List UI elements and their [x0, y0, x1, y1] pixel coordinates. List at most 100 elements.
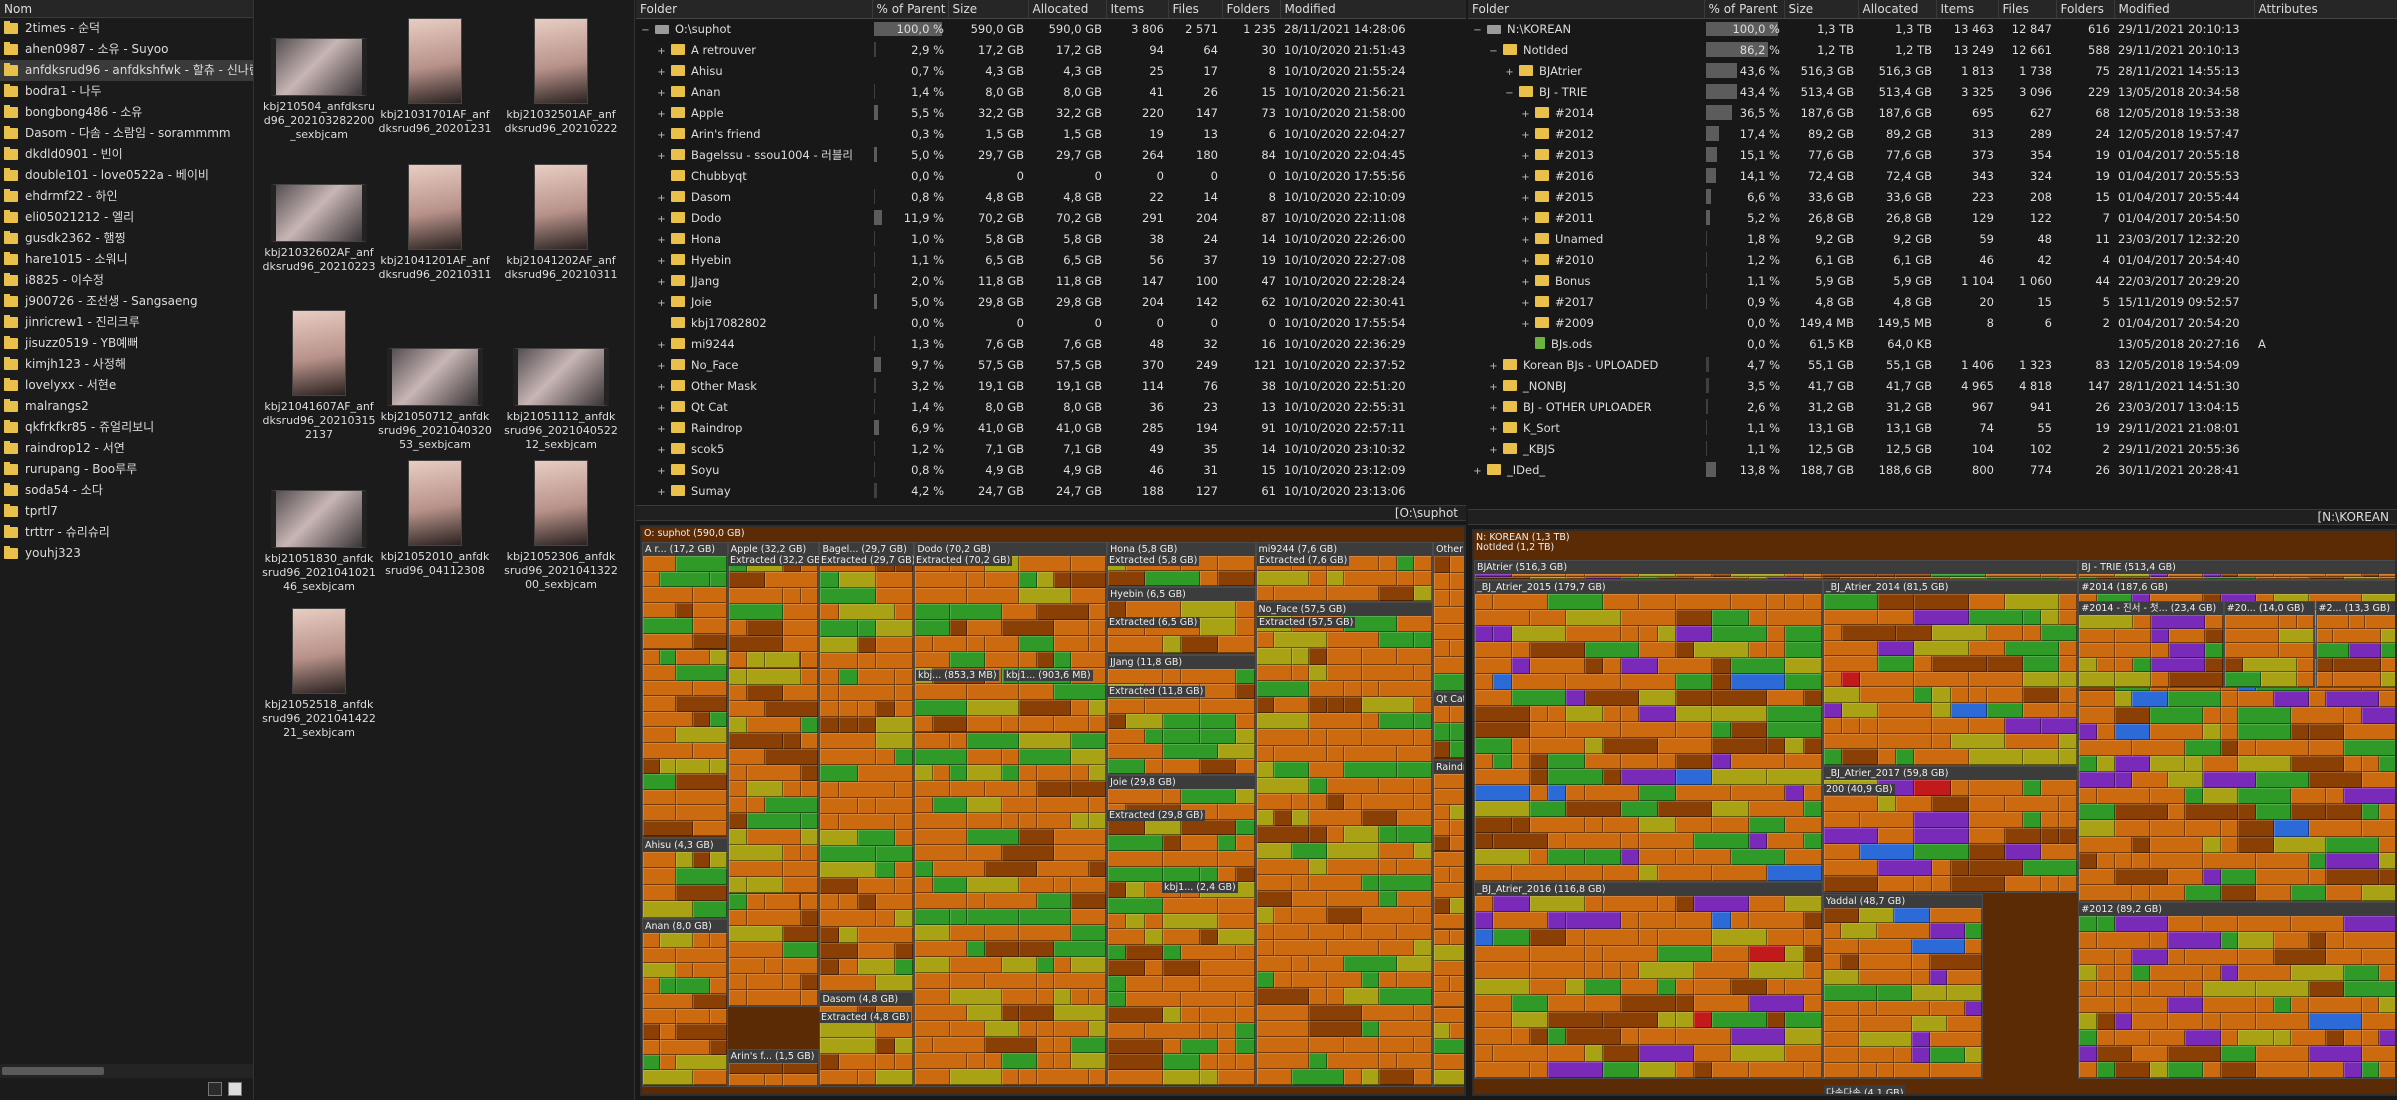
thumbnail[interactable]: kbj21050712_anfdksrud96_202104032053_sex… — [375, 348, 495, 452]
treemap-block[interactable]: Qt Cat — [1433, 692, 1464, 760]
tree-row[interactable]: + #2009 0,0 % 149,4 MB 149,5 MB 8 6 2 01/04/2017… — [1468, 312, 2397, 333]
folder-item[interactable]: eli05021212 - 엘리 — [0, 207, 253, 228]
tree-row[interactable]: + _IDed_ 13,8 % 188,7 GB 188,6 GB 800 774 26 30/… — [1468, 459, 2397, 480]
folder-item[interactable]: tprtl7 — [0, 501, 253, 522]
folder-item[interactable]: youhj323 — [0, 543, 253, 564]
thumbnail[interactable]: kbj21031701AF_anfdksrud96_20201231 — [375, 18, 495, 136]
folder-item[interactable]: gusdk2362 - 햄찡 — [0, 228, 253, 249]
column-header-folders[interactable]: Folders — [1222, 0, 1281, 19]
expand-icon[interactable]: + — [657, 297, 666, 309]
tree-row[interactable]: + Unamed 1,8 % 9,2 GB 9,2 GB 59 48 11 23/03/2017… — [1468, 228, 2397, 249]
expand-icon[interactable]: + — [1489, 360, 1498, 372]
column-header-modified[interactable]: Modified — [1280, 0, 1466, 19]
tree-row[interactable]: + Qt Cat 1,4 % 8,0 GB 8,0 GB 36 23 13 10/10/2020… — [636, 396, 1466, 417]
tree-row[interactable]: + Bagelssu - ssou1004 - 러블리 5,0 % 29,7 GB 29… — [636, 144, 1466, 165]
treemap-block[interactable]: Joie (29,8 GB) — [1107, 774, 1256, 1087]
tree-row[interactable]: BJs.ods 0,0 % 61,5 KB 64,0 KB 13/05/2018 20:… — [1468, 333, 2397, 354]
expand-icon[interactable]: + — [1489, 402, 1498, 414]
tree-row[interactable]: − NotIded 86,2 % 1,2 TB 1,2 TB 13 249 12 661 58… — [1468, 39, 2397, 60]
thumbnail[interactable]: kbj21041202AF_anfdksrud96_20210311 — [501, 164, 621, 282]
treemap-block[interactable]: _BJ_Atrier_2017 (59,8 GB) — [1822, 765, 2079, 894]
folder-item[interactable]: i8825 - 이수정 — [0, 270, 253, 291]
collapse-icon[interactable]: − — [1473, 24, 1482, 36]
expand-icon[interactable]: + — [657, 339, 666, 351]
folder-item[interactable]: ahen0987 - 소유 - Suyoo — [0, 39, 253, 60]
column-header-items[interactable]: Items — [1106, 0, 1169, 19]
tree-row[interactable]: − O:\suphot 100,0 % 590,0 GB 590,0 GB 3 806 2 … — [636, 18, 1466, 39]
treemap-block[interactable]: Yaddal (48,7 GB) — [1822, 893, 1984, 1080]
expand-icon[interactable]: + — [657, 465, 666, 477]
folder-item[interactable]: rurupang - Boo루루 — [0, 459, 253, 480]
expand-icon[interactable]: + — [657, 234, 666, 246]
tree-row[interactable]: + K_Sort 1,1 % 13,1 GB 13,1 GB 74 55 19 29/11/20… — [1468, 417, 2397, 438]
expand-icon[interactable]: + — [1521, 234, 1530, 246]
treemap-block[interactable]: JJang (11,8 GB) — [1107, 654, 1256, 775]
treemap[interactable]: O: suphot (590,0 GB) A r... (17,2 GB) Ahi… — [640, 525, 1466, 1096]
treemap-block[interactable]: A r... (17,2 GB) — [642, 542, 728, 838]
tree-row[interactable]: + #2010 1,2 % 6,1 GB 6,1 GB 46 42 4 01/04/2017 2… — [1468, 249, 2397, 270]
tree-row[interactable]: + Hyebin 1,1 % 6,5 GB 6,5 GB 56 37 19 10/10/2020… — [636, 249, 1466, 270]
expand-icon[interactable]: + — [657, 66, 666, 78]
column-header--of-parent[interactable]: % of Parent — [1704, 0, 1785, 19]
column-header-size[interactable]: Size — [948, 0, 1029, 19]
horizontal-scrollbar[interactable] — [0, 1064, 253, 1078]
treemap-block[interactable]: BJAtrier (516,3 GB) — [1474, 560, 2079, 581]
treemap-block[interactable]: Arin's f... (1,5 GB) — [727, 1049, 820, 1087]
expand-icon[interactable]: + — [1521, 171, 1530, 183]
treemap-block[interactable]: #20... (14,0 GB) — [2223, 600, 2316, 688]
expand-icon[interactable]: + — [1521, 108, 1530, 120]
tree-row[interactable]: + Sumay 4,2 % 24,7 GB 24,7 GB 188 127 61 10/10/2… — [636, 480, 1466, 501]
expand-icon[interactable]: + — [657, 255, 666, 267]
expand-icon[interactable]: + — [1473, 465, 1482, 477]
expand-icon[interactable]: + — [657, 276, 666, 288]
thumbnail[interactable]: kbj21041201AF_anfdksrud96_20210311 — [375, 164, 495, 282]
collapse-icon[interactable]: − — [1489, 45, 1498, 57]
treemap-block[interactable]: _BJ_Atrier_2016 (116,8 GB) — [1474, 881, 1823, 1080]
column-header-allocated[interactable]: Allocated — [1858, 0, 1937, 19]
treemap-block[interactable]: mi9244 (7,6 GB) — [1255, 542, 1433, 602]
expand-icon[interactable]: + — [657, 486, 666, 498]
thumbnail[interactable]: kbj21051830_anfdksrud96_202104102146_sex… — [259, 490, 379, 594]
details-view-icon[interactable] — [208, 1082, 222, 1096]
splitter-bar[interactable]: [N:\KOREAN — [1468, 509, 2397, 525]
expand-icon[interactable]: + — [657, 213, 666, 225]
expand-icon[interactable]: + — [1505, 66, 1514, 78]
tree-row[interactable]: + BJ - OTHER UPLOADER 2,6 % 31,2 GB 31,2 GB 9… — [1468, 396, 2397, 417]
expand-icon[interactable]: + — [1521, 297, 1530, 309]
expand-icon[interactable]: + — [1489, 423, 1498, 435]
tree-row[interactable]: + Anan 1,4 % 8,0 GB 8,0 GB 41 26 15 10/10/2020 2… — [636, 81, 1466, 102]
scrollbar-thumb[interactable] — [2, 1067, 104, 1075]
column-header-allocated[interactable]: Allocated — [1028, 0, 1107, 19]
column-header-files[interactable]: Files — [1168, 0, 1223, 19]
folder-item[interactable]: j900726 - 조선생 - Sangsaeng — [0, 291, 253, 312]
expand-icon[interactable]: + — [1521, 318, 1530, 330]
tree-row[interactable]: + _NONBJ 3,5 % 41,7 GB 41,7 GB 4 965 4 818 147 2… — [1468, 375, 2397, 396]
folder-item[interactable]: 2times - 순덕 — [0, 18, 253, 39]
expand-icon[interactable]: + — [657, 192, 666, 204]
folder-item[interactable]: qkfrkfkr85 - 쥬얼리보니 — [0, 417, 253, 438]
column-header-folder[interactable]: Folder — [636, 0, 873, 19]
treemap[interactable]: N: KOREAN (1,3 TB) NotIded (1,2 TB) BJAt… — [1472, 529, 2397, 1096]
column-header-items[interactable]: Items — [1936, 0, 1999, 19]
folder-item[interactable]: bongbong486 - 소유 — [0, 102, 253, 123]
tree-row[interactable]: + Raindrop 6,9 % 41,0 GB 41,0 GB 285 194 91 10/1… — [636, 417, 1466, 438]
column-header--of-parent[interactable]: % of Parent — [872, 0, 949, 19]
tree-row[interactable]: + Ahisu 0,7 % 4,3 GB 4,3 GB 25 17 8 10/10/2020 2… — [636, 60, 1466, 81]
expand-icon[interactable]: + — [1521, 129, 1530, 141]
folder-item[interactable]: anfdksrud96 - anfdkshfwk - 할츄 - 신나린 — [0, 60, 253, 81]
tree-row[interactable]: + Bonus 1,1 % 5,9 GB 5,9 GB 1 104 1 060 44 22/03… — [1468, 270, 2397, 291]
collapse-icon[interactable]: − — [641, 24, 650, 36]
expand-icon[interactable]: + — [657, 45, 666, 57]
tree-row[interactable]: − BJ - TRIE 43,4 % 513,4 GB 513,4 GB 3 325 3 0… — [1468, 81, 2397, 102]
treemap-block[interactable]: _BJ_Atrier_2015 (179,7 GB) — [1474, 580, 1823, 882]
treemap-block[interactable]: _BJ_Atrier_2014 (81,5 GB) — [1822, 580, 2079, 766]
thumbnail[interactable]: kbj210504_anfdksrud96_202103282200_sexbj… — [259, 38, 379, 142]
column-header-folders[interactable]: Folders — [2056, 0, 2115, 19]
tree-row[interactable]: + BJAtrier 43,6 % 516,3 GB 516,3 GB 1 813 1 73… — [1468, 60, 2397, 81]
folder-item[interactable]: hare1015 - 소워니 — [0, 249, 253, 270]
expand-icon[interactable]: + — [657, 87, 666, 99]
treemap-block[interactable]: #2... (13,3 GB) — [2315, 600, 2395, 688]
expand-icon[interactable]: + — [657, 360, 666, 372]
tree-row[interactable]: kbj17082802 0,0 % 0 0 0 0 0 10/10/2020 17:55:54 — [636, 312, 1466, 333]
expand-icon[interactable]: + — [657, 108, 666, 120]
